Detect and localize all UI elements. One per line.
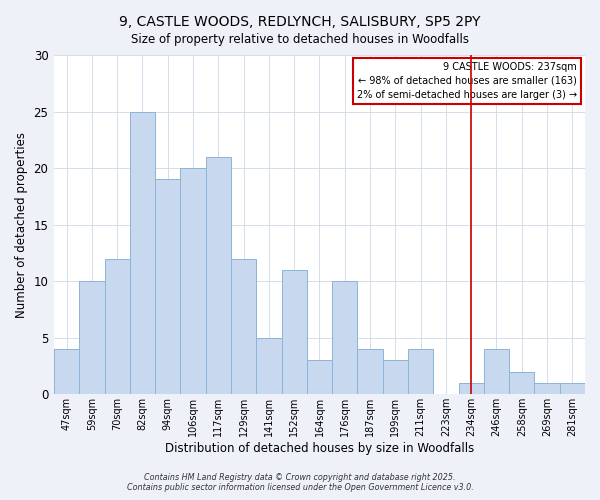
Bar xyxy=(358,349,383,395)
Bar xyxy=(130,112,155,395)
Bar xyxy=(206,157,231,394)
Bar xyxy=(307,360,332,394)
Bar xyxy=(281,270,307,394)
Bar xyxy=(383,360,408,394)
Text: 9 CASTLE WOODS: 237sqm
← 98% of detached houses are smaller (163)
2% of semi-det: 9 CASTLE WOODS: 237sqm ← 98% of detached… xyxy=(357,62,577,100)
Bar xyxy=(79,281,104,394)
Bar xyxy=(181,168,206,394)
Bar xyxy=(408,349,433,395)
Bar xyxy=(484,349,509,395)
Bar xyxy=(560,383,585,394)
Bar xyxy=(332,281,358,394)
Bar xyxy=(256,338,281,394)
Text: 9, CASTLE WOODS, REDLYNCH, SALISBURY, SP5 2PY: 9, CASTLE WOODS, REDLYNCH, SALISBURY, SP… xyxy=(119,15,481,29)
Bar xyxy=(155,180,181,394)
Text: Size of property relative to detached houses in Woodfalls: Size of property relative to detached ho… xyxy=(131,32,469,46)
Bar xyxy=(535,383,560,394)
Bar xyxy=(104,258,130,394)
X-axis label: Distribution of detached houses by size in Woodfalls: Distribution of detached houses by size … xyxy=(165,442,474,455)
Bar xyxy=(509,372,535,394)
Text: Contains HM Land Registry data © Crown copyright and database right 2025.
Contai: Contains HM Land Registry data © Crown c… xyxy=(127,473,473,492)
Y-axis label: Number of detached properties: Number of detached properties xyxy=(15,132,28,318)
Bar xyxy=(458,383,484,394)
Bar xyxy=(231,258,256,394)
Bar xyxy=(54,349,79,395)
